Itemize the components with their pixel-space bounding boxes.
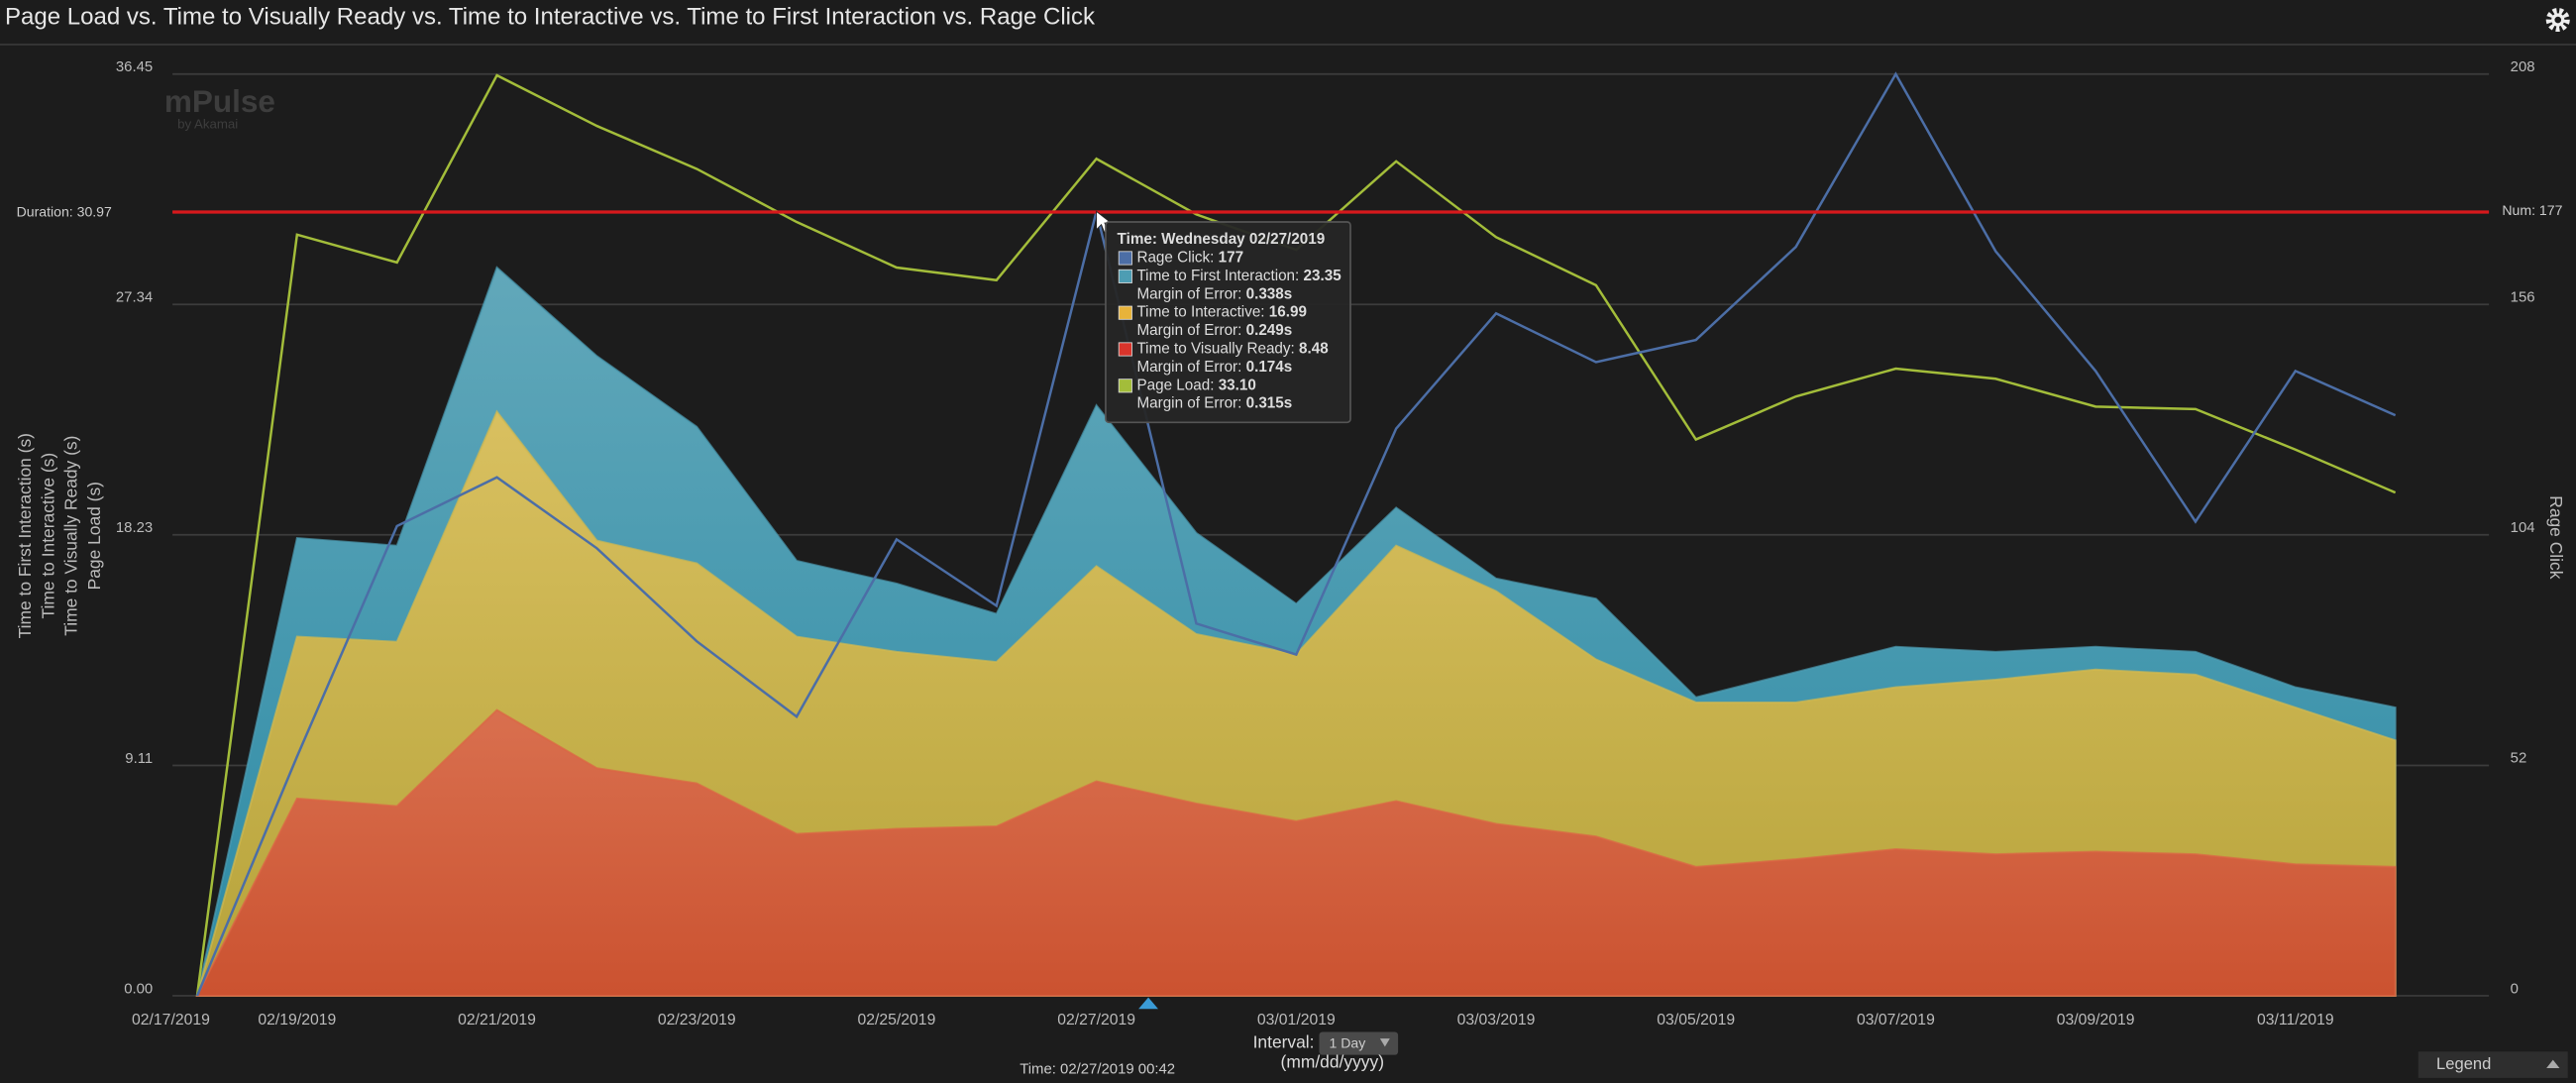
tooltip-value: 0.315s [1246,395,1293,412]
tooltip-row: Time to First Interaction: 23.35 [1136,268,1342,284]
hover-time: Time: 02/27/2019 00:42 [1020,1061,1175,1078]
tooltip-swatch [1118,342,1132,357]
y2-tick-label: 52 [2511,750,2527,767]
threshold-label: Duration: 30.97 [17,203,112,219]
tooltip-label: Time to Interactive: [1136,304,1268,321]
tooltip-label: Margin of Error: [1136,285,1245,302]
x-tick-label: 02/23/2019 [658,1012,736,1029]
tooltip-title: Time: Wednesday 02/27/2019 [1118,231,1326,248]
tooltip-value: 8.48 [1299,341,1329,358]
tooltip-value: 33.10 [1219,377,1256,393]
y-tick-label: 0.00 [124,980,153,997]
line [195,71,2397,997]
tooltip-row: Margin of Error: 0.249s [1136,322,1292,339]
y-tick-label: 36.45 [116,58,153,75]
y2-tick-label: 208 [2511,58,2535,75]
y-axis-label: Page Load (s) [84,482,104,590]
tooltip-value: 0.174s [1246,359,1293,376]
x-tick-label: 02/21/2019 [458,1012,536,1029]
interval-value: 1 Day [1329,1035,1366,1051]
settings-icon[interactable] [2545,8,2570,33]
tooltip-row: Margin of Error: 0.315s [1136,395,1292,412]
x-tick-label: 03/01/2019 [1257,1012,1336,1029]
tooltip-label: Margin of Error: [1136,395,1245,412]
x-tick-label: 03/03/2019 [1457,1012,1536,1029]
page-title: Page Load vs. Time to Visually Ready vs.… [5,4,1096,31]
tooltip-value: 177 [1219,249,1243,266]
y-axis-label: Time to Interactive (s) [38,453,57,619]
tooltip-row: Time to Visually Ready: 8.48 [1136,341,1329,358]
y2-tick-label: 156 [2511,289,2535,306]
y-tick-label: 27.34 [116,289,153,306]
tooltip-label: Margin of Error: [1136,359,1245,376]
tooltip-swatch [1118,379,1132,393]
tooltip-label: Time to First Interaction: [1136,268,1303,284]
y2-axis-label: Rage Click [2546,495,2566,579]
tooltip-swatch [1118,251,1132,266]
tooltip-value: 23.35 [1304,268,1342,284]
y-tick-label: 18.23 [116,519,153,536]
tooltip-label: Margin of Error: [1136,322,1245,339]
interval-label: Interval: [1253,1032,1315,1052]
x-tick-label: 03/07/2019 [1857,1012,1935,1029]
tooltip-value: 0.338s [1246,285,1293,302]
logo: mPulse [164,83,275,119]
tooltip-label: Time to Visually Ready: [1136,341,1299,358]
plot: 0.00 9.11 18.23 27.34 36.45 0 52 104 156 208 02/17… [15,58,2566,1029]
x-tick-label: 02/17/2019 [132,1012,210,1029]
y2-tick-label: 0 [2511,980,2519,997]
y-axis-label: Time to First Interaction (s) [15,433,35,638]
threshold-label: Num: 177 [2502,202,2562,218]
area [195,708,2397,997]
tooltip-row: Time to Interactive: 16.99 [1136,304,1307,321]
y-axis-label: Time to Visually Ready (s) [61,436,81,636]
x-tick-label: 03/09/2019 [2057,1012,2135,1029]
tooltip-row: Margin of Error: 0.338s [1136,285,1292,302]
tooltip-value: 0.249s [1246,322,1293,339]
x-tick-label: 03/11/2019 [2257,1012,2334,1029]
y2-tick-label: 104 [2511,519,2535,536]
date-format: (mm/dd/yyyy) [1281,1052,1384,1072]
tooltip-row: Rage Click: 177 [1136,249,1243,266]
tooltip-swatch [1118,305,1132,320]
tooltip-label: Rage Click: [1136,249,1218,266]
tooltip-swatch [1118,269,1132,283]
tooltip-row: Page Load: 33.10 [1136,377,1255,393]
legend-button[interactable]: Legend [2417,1051,2568,1078]
tooltip-value: 16.99 [1269,304,1307,321]
logo-sub: by Akamai [177,117,238,132]
x-tick-label: 02/27/2019 [1057,1012,1135,1029]
x-tick-label: 03/05/2019 [1657,1012,1735,1029]
interval-dropdown[interactable]: 1 Day [1319,1031,1399,1055]
legend-label: Legend [2436,1054,2491,1073]
tooltip-row: Margin of Error: 0.174s [1136,359,1292,376]
x-tick-label: 02/25/2019 [858,1012,936,1029]
hover-marker [1138,997,1159,1010]
x-tick-label: 02/19/2019 [258,1012,336,1029]
y-tick-label: 9.11 [125,750,153,767]
tooltip-label: Page Load: [1136,377,1218,393]
